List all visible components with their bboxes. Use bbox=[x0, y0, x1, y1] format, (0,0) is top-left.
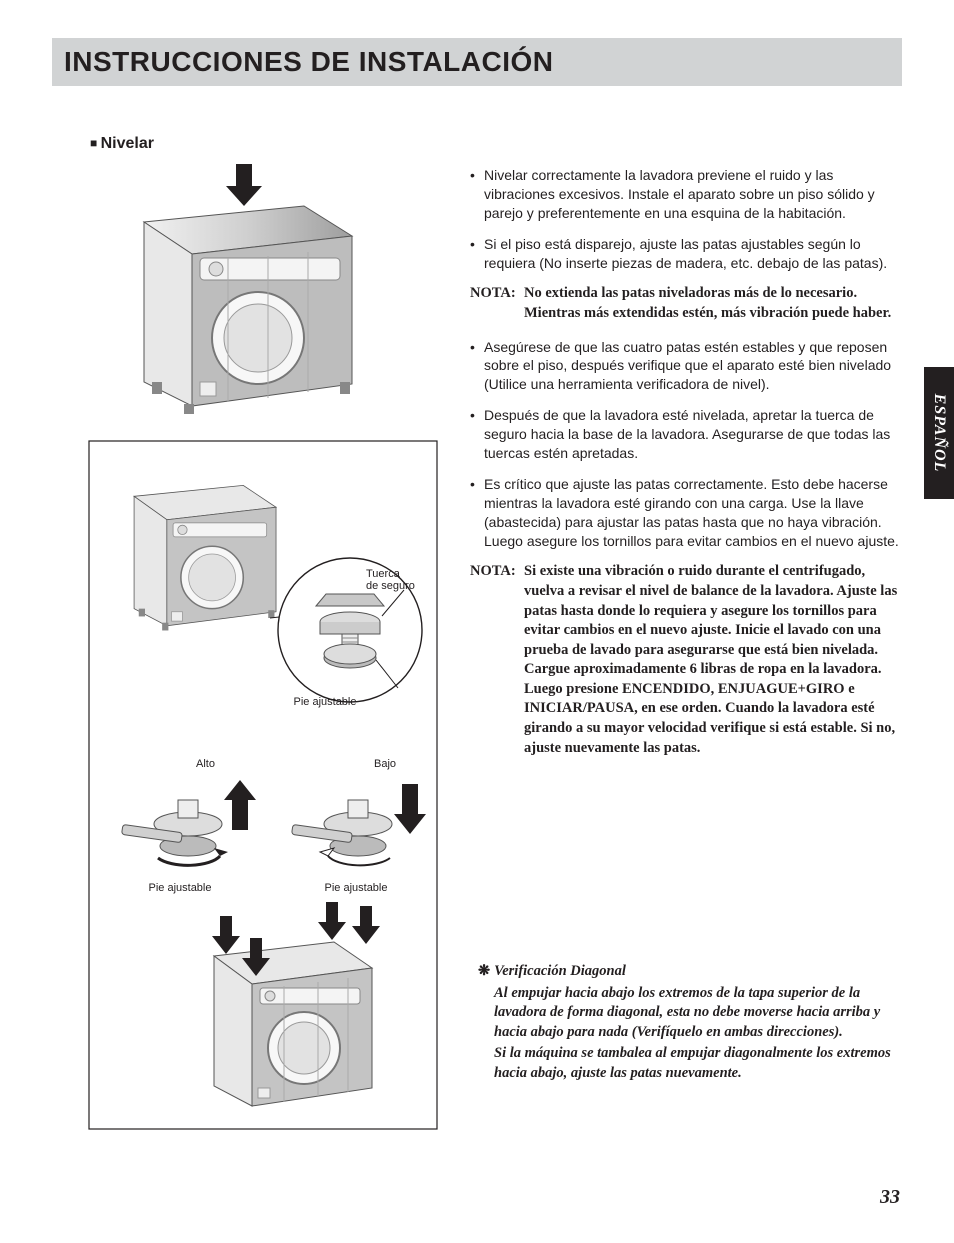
diagonal-p2: Si la máquina se tambalea al empujar dia… bbox=[478, 1044, 902, 1083]
note-2: NOTA: Si existe una vibración o ruido du… bbox=[470, 562, 902, 758]
bullet-1: Nivelar correctamente la lavadora previe… bbox=[470, 166, 902, 223]
asterisk-icon: ❋ bbox=[478, 963, 490, 979]
header-bar: INSTRUCCIONES DE INSTALACIÓN bbox=[52, 38, 902, 86]
label-pie-callout: Pie ajustable bbox=[280, 696, 370, 708]
bullet-3: Asegúrese de que las cuatro patas estén … bbox=[470, 338, 902, 395]
bullet-2: Si el piso está disparejo, ajuste las pa… bbox=[470, 235, 902, 273]
instruction-text: Nivelar correctamente la lavadora previe… bbox=[470, 166, 902, 772]
diagonal-title: Verificación Diagonal bbox=[494, 963, 626, 979]
note-1-label: NOTA: bbox=[470, 284, 516, 304]
page-title: INSTRUCCIONES DE INSTALACIÓN bbox=[64, 46, 554, 78]
label-pie-right: Pie ajustable bbox=[306, 882, 406, 894]
bullet-5: Es crítico que ajuste las patas correcta… bbox=[470, 475, 902, 551]
label-tuerca: Tuerca de seguro bbox=[366, 568, 436, 592]
label-pie-left: Pie ajustable bbox=[130, 882, 230, 894]
figure-washer-top-press bbox=[108, 158, 370, 418]
diagonal-p1: Al empujar hacia abajo los extremos de l… bbox=[478, 984, 902, 1043]
note-1: NOTA: No extienda las patas niveladoras … bbox=[470, 284, 902, 323]
language-tab: ESPAÑOL bbox=[924, 367, 954, 499]
label-tuerca-l2: de seguro bbox=[366, 580, 415, 592]
language-label: ESPAÑOL bbox=[930, 394, 948, 473]
diagonal-check-block: ❋Verificación Diagonal Al empujar hacia … bbox=[478, 962, 902, 1083]
section-heading: Nivelar bbox=[90, 135, 154, 153]
note-2-label: NOTA: bbox=[470, 562, 516, 582]
label-tuerca-l1: Tuerca bbox=[366, 568, 400, 580]
page-number: 33 bbox=[880, 1186, 900, 1209]
bullet-4: Después de que la lavadora esté nivelada… bbox=[470, 406, 902, 463]
note-2-body: Si existe una vibración o ruido durante … bbox=[470, 562, 902, 758]
figure-leveling-detail: Tuerca de seguro Pie ajustable Alto Bajo… bbox=[88, 440, 438, 1130]
note-1-body: No extienda las patas niveladoras más de… bbox=[470, 284, 902, 323]
label-alto: Alto bbox=[196, 758, 215, 770]
label-bajo: Bajo bbox=[374, 758, 396, 770]
